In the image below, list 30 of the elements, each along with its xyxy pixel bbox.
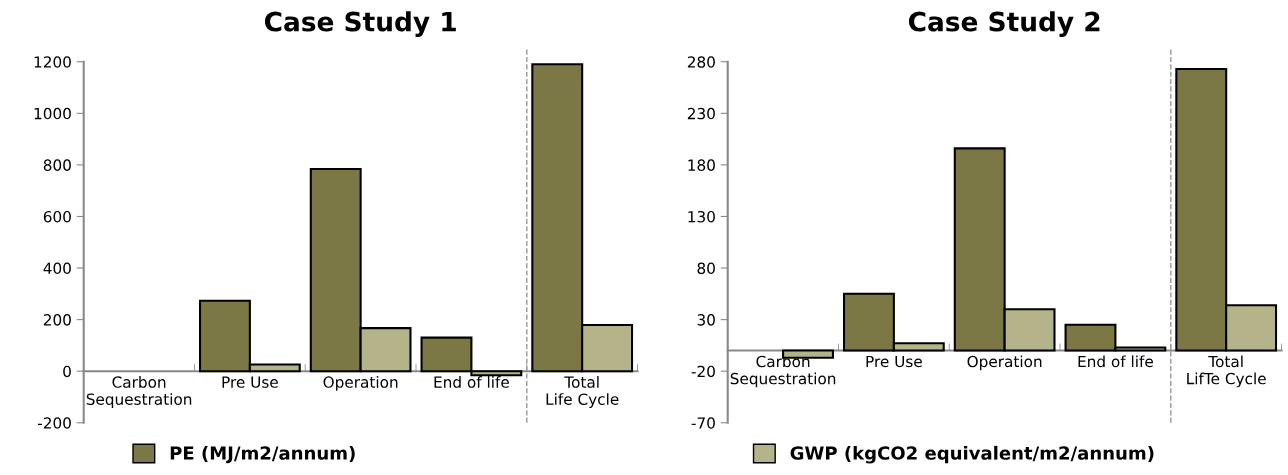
y-tick-label: 600: [43, 210, 71, 223]
x-tick-label: Carbon Sequestration: [730, 355, 836, 388]
y-tick-label: 1200: [34, 56, 71, 68]
x-tick-label: Operation: [967, 355, 1042, 371]
x-tick-label: Operation: [323, 376, 398, 391]
y-tick-label: 0: [63, 365, 71, 378]
y-tick-label: 130: [688, 210, 715, 223]
y-tick-label: 30: [697, 314, 715, 326]
y-tick-label: -20: [691, 365, 715, 378]
y-tick-label: 230: [687, 107, 715, 120]
x-tick-label: Pre Use: [866, 355, 922, 368]
y-tick-label: 280: [687, 56, 715, 68]
y-tick-label: 200: [43, 314, 71, 326]
y-tick-label: 400: [43, 262, 71, 275]
chart-title: Case Study 1: [264, 11, 456, 37]
legend-label: PE (MJ/m2/annum): [170, 445, 355, 464]
y-tick-label: 80: [697, 262, 715, 275]
chart-title: Case Study 2: [908, 11, 1100, 37]
x-tick-label: Total LifTe Cycle: [1187, 355, 1266, 388]
y-tick-label: 180: [688, 159, 715, 171]
x-tick-label: Pre Use: [222, 376, 278, 388]
y-tick-label: 1000: [34, 107, 71, 120]
y-tick-label: -70: [691, 417, 715, 429]
legend-label: GWP (kgCO2 equivalent/m2/annum): [790, 445, 1154, 464]
x-tick-label: End of life: [434, 376, 509, 388]
y-tick-label: -200: [37, 417, 71, 429]
x-tick-label: End of life: [1078, 355, 1153, 368]
x-tick-label: Carbon Sequestration: [86, 376, 192, 408]
y-tick-label: 800: [43, 159, 71, 171]
x-tick-label: Total Life Cycle: [546, 376, 619, 408]
